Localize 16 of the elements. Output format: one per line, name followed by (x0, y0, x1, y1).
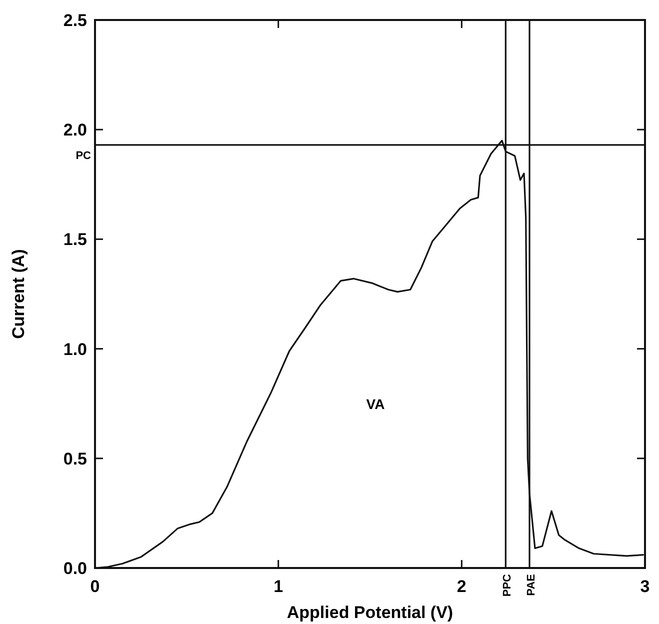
x-tick-label: 1 (274, 577, 284, 596)
x-tick-label: 0 (90, 577, 100, 596)
y-tick-label: 1.5 (63, 230, 87, 250)
y-tick-label: 2.5 (63, 11, 87, 30)
y-tick-label: 2.0 (63, 120, 87, 140)
x-tick-label: 3 (640, 577, 650, 596)
x-axis-title: Applied Potential (V) (286, 603, 454, 622)
x-tick-label: 2 (456, 577, 466, 596)
annotation: VA (366, 396, 385, 412)
ref-line-label: PC (76, 150, 92, 162)
ref-line-label: PPC (502, 574, 514, 597)
y-tick-label: 0.0 (63, 559, 87, 578)
y-axis-title: Current (A) (9, 249, 28, 339)
y-tick-label: 1.0 (63, 340, 87, 359)
ref-line-label: PAE (526, 574, 538, 596)
y-tick-label: 0.5 (63, 449, 87, 468)
